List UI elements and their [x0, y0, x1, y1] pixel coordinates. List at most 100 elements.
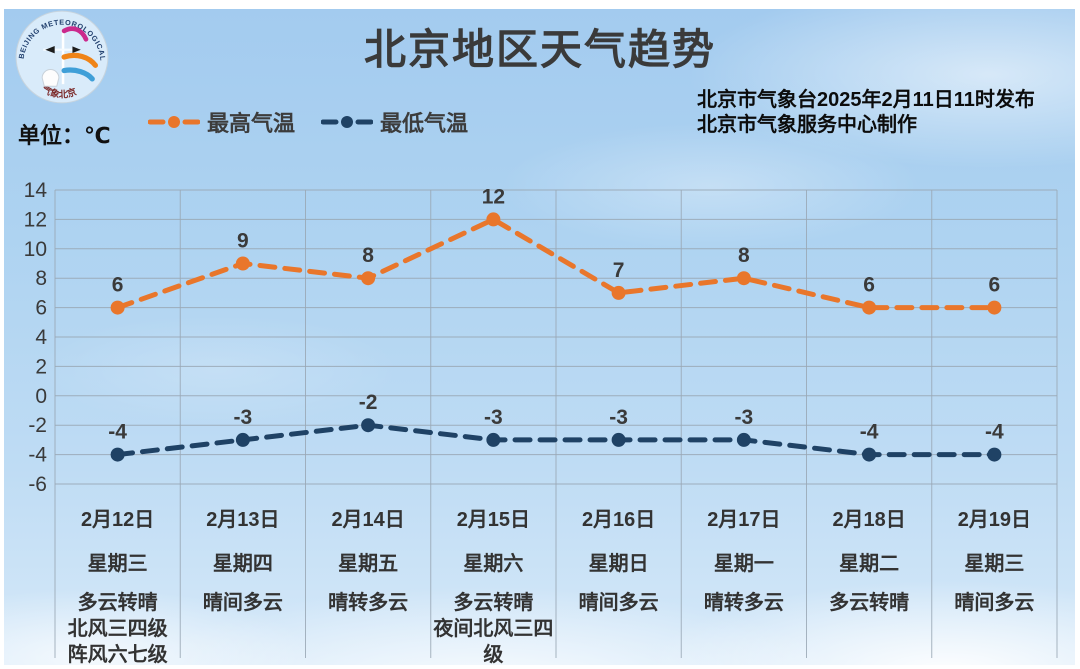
- weekday-label: 星期三: [87, 553, 148, 575]
- data-point-marker: [862, 447, 877, 462]
- data-point-label: 7: [613, 259, 625, 282]
- weekday-label: 星期三: [964, 553, 1025, 575]
- date-label: 2月17日: [707, 509, 781, 531]
- logo-swoosh-magenta: [61, 26, 89, 42]
- unit-label: 单位：℃: [18, 123, 111, 148]
- data-point-label: 8: [738, 244, 750, 267]
- y-axis-tick-label: -4: [28, 444, 47, 467]
- legend-label: 最低气温: [380, 111, 469, 136]
- publisher-line-1: 北京市气象台2025年2月11日11时发布: [697, 89, 1035, 111]
- weekday-label: 星期四: [212, 553, 273, 575]
- frame-left: [0, 0, 4, 669]
- data-point-label: 6: [112, 274, 124, 297]
- publisher-line-2: 北京市气象服务中心制作: [697, 114, 917, 136]
- logo-swoosh-blue: [61, 67, 95, 82]
- data-point-marker: [110, 447, 125, 462]
- data-point-label: 9: [237, 230, 249, 253]
- legend-item-low: 最低气温: [321, 106, 468, 138]
- data-point-label: 6: [863, 274, 875, 297]
- weather-label: 晴转多云: [681, 590, 806, 616]
- weather-label-line: 北风三四级: [67, 618, 168, 640]
- date-label: 2月16日: [581, 509, 656, 531]
- x-axis-labels: 2月12日 星期三 多云转晴 北风三四级 阵风六七级 2月13日 星期四 晴间多云 2月14日星…: [55, 497, 1057, 668]
- y-axis-tick-label: 10: [24, 238, 47, 261]
- weather-label: 晴间多云: [932, 590, 1057, 616]
- data-point-marker: [611, 285, 626, 300]
- data-point-marker: [486, 432, 501, 447]
- x-axis-column: 2月14日 星期五 晴转多云: [306, 497, 431, 665]
- y-axis-tick-label: 14: [24, 179, 48, 202]
- weekday-label: 星期日: [588, 553, 649, 575]
- frame-right: [1075, 0, 1080, 669]
- date-label: 2月18日: [832, 509, 906, 531]
- weather-label-line: 多云转晴: [77, 592, 158, 614]
- data-point-label: -3: [609, 406, 628, 429]
- weather-label-line: 晴间多云: [954, 592, 1035, 614]
- legend-swatch: [321, 116, 374, 128]
- weekday-label: 星期一: [713, 553, 774, 575]
- weather-label: 晴间多云: [556, 590, 681, 616]
- data-point-marker: [736, 271, 751, 286]
- data-point-label: -3: [234, 406, 253, 429]
- chart-legend: 最高气温 最低气温: [148, 106, 468, 138]
- y-axis-tick-label: -6: [28, 473, 47, 496]
- date-label: 2月19日: [957, 509, 1032, 531]
- y-axis-tick-label: 12: [24, 208, 47, 231]
- series-line-low: [115, 422, 997, 458]
- weather-label: 多云转晴 北风三四级 阵风六七级: [55, 590, 180, 668]
- weather-label-line: 晴转多云: [703, 592, 784, 614]
- weather-label-line: 夜间北风三四: [433, 618, 554, 640]
- date-label: 2月15日: [456, 509, 531, 531]
- data-point-marker: [611, 432, 626, 447]
- data-point-marker: [235, 432, 250, 447]
- data-point-marker: [361, 271, 376, 286]
- data-point-label: -2: [359, 391, 378, 414]
- y-axis-tick-label: -2: [28, 414, 47, 437]
- weather-label-line: 多云转晴: [453, 592, 534, 614]
- data-point-marker: [110, 300, 125, 315]
- x-axis-column: 2月15日星期六多云转晴夜间北风三四级: [431, 497, 556, 666]
- weekday-label: 星期二: [839, 553, 900, 575]
- x-axis-column: 2月12日 星期三 多云转晴 北风三四级 阵风六七级: [55, 497, 180, 668]
- logo-vane-arrow-left: [45, 46, 55, 54]
- x-axis-column: 2月16日星期日晴间多云: [556, 497, 681, 665]
- weather-label-line: 晴间多云: [202, 592, 283, 614]
- x-axis-column: 2月13日星期四晴间多云: [180, 497, 305, 665]
- beijing-meteorological-service-logo: BEIJING METEOROLOGICAL SERVICE 气象北京: [14, 9, 109, 104]
- x-axis-column: 2月17日星期一晴转多云: [681, 497, 806, 665]
- data-point-label: -4: [108, 421, 127, 444]
- y-axis-tick-label: 0: [35, 385, 47, 408]
- frame-top: [0, 0, 1080, 9]
- x-axis-column: 2月19日星期三晴间多云: [932, 497, 1057, 665]
- y-axis-tick-label: 2: [35, 355, 47, 378]
- y-axis-tick-label: 8: [35, 267, 47, 290]
- date-label: 2月13日: [206, 509, 280, 531]
- weather-label: 多云转晴: [807, 590, 932, 616]
- weekday-label: 星期六: [463, 553, 524, 575]
- legend-label: 最高气温: [207, 111, 296, 136]
- weather-label-line: 多云转晴: [829, 592, 910, 614]
- data-point-label: -4: [860, 421, 879, 444]
- data-point-label: 6: [989, 274, 1001, 297]
- data-point-marker: [987, 300, 1002, 315]
- data-point-marker: [235, 256, 250, 271]
- data-point-label: -4: [985, 421, 1004, 444]
- data-point-label: -3: [484, 406, 503, 429]
- y-axis-tick-label: 4: [35, 326, 47, 349]
- frame-bottom: [0, 665, 1080, 669]
- weather-label-line: 级: [483, 644, 504, 666]
- x-axis-column: 2月18日星期二多云转晴: [807, 497, 932, 665]
- data-point-label: -3: [735, 406, 754, 429]
- data-point-marker: [361, 418, 376, 433]
- date-label: 2月14日: [331, 509, 405, 531]
- weather-label: 晴转多云: [306, 590, 431, 616]
- data-point-label: 12: [482, 185, 505, 208]
- weather-label-line: 晴间多云: [578, 592, 659, 614]
- data-point-label: 8: [362, 244, 374, 267]
- date-label: 2月12日: [80, 509, 155, 531]
- data-point-marker: [987, 447, 1002, 462]
- logo-swoosh-orange: [61, 52, 98, 68]
- series-line-high: [115, 216, 997, 311]
